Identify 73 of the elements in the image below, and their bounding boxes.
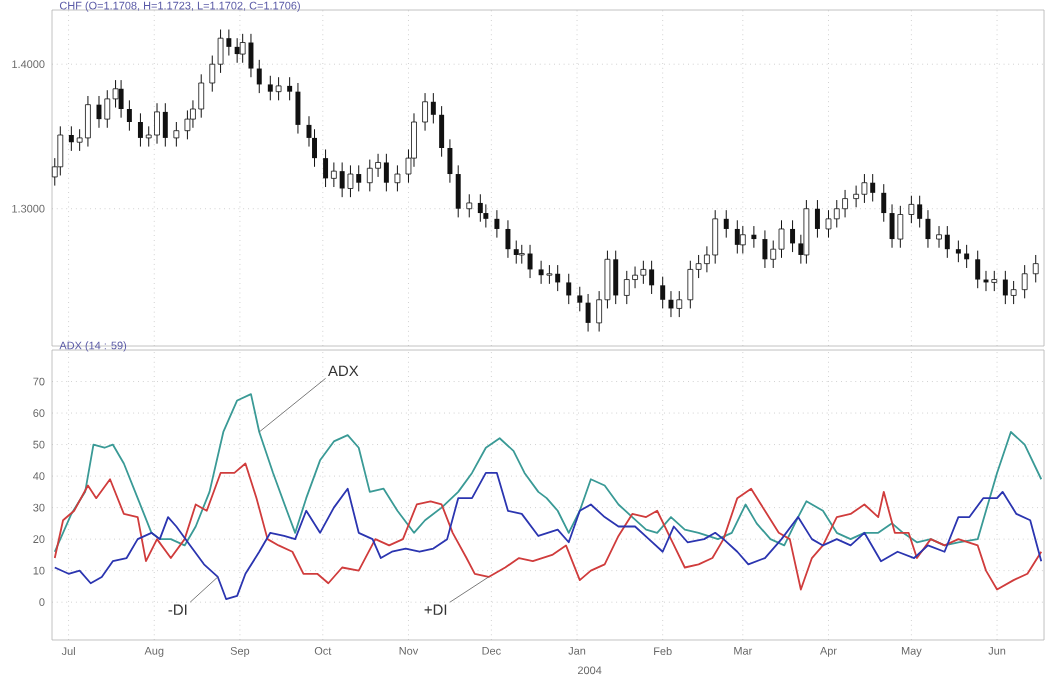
candlestick: [833, 199, 840, 229]
candlestick: [394, 164, 401, 192]
candlestick: [430, 92, 436, 124]
candlestick: [889, 203, 895, 249]
candlestick: [623, 270, 630, 305]
candlestick: [513, 240, 519, 265]
candlestick: [505, 219, 511, 259]
candlestick: [944, 225, 950, 259]
candlestick: [936, 225, 942, 249]
candlestick: [585, 293, 591, 333]
candlestick: [366, 159, 373, 192]
candlestick: [239, 33, 246, 64]
candlestick: [439, 105, 445, 158]
candlestick: [660, 276, 666, 309]
candlestick: [975, 250, 981, 289]
candlestick: [632, 266, 638, 289]
candlestick: [422, 92, 428, 132]
candlestick: [751, 225, 757, 249]
candlestick: [908, 195, 915, 224]
candlestick: [173, 121, 180, 148]
candlestick: [1021, 264, 1028, 299]
candlestick: [256, 59, 262, 94]
candlestick: [991, 270, 998, 292]
candlestick: [640, 260, 647, 285]
line-series: [53, 393, 1043, 553]
candlestick: [814, 199, 820, 239]
candlestick: [323, 148, 329, 188]
candlestick: [925, 209, 931, 249]
candlestick: [527, 244, 533, 279]
candlestick: [687, 260, 694, 309]
candlestick: [897, 205, 904, 249]
candlestick: [842, 189, 848, 218]
candlestick: [861, 173, 868, 204]
candlestick: [455, 164, 461, 218]
candlestick: [712, 209, 719, 265]
candlestick: [739, 225, 746, 255]
candlestick: [477, 193, 483, 223]
candlestick: [126, 99, 132, 132]
candlestick: [330, 161, 337, 188]
candlestick: [566, 273, 572, 305]
candlestick: [577, 286, 583, 312]
candlestick: [154, 102, 160, 145]
candlestick: [248, 33, 254, 78]
candlestick: [494, 209, 500, 239]
candlestick: [466, 193, 473, 218]
candlestick: [762, 229, 768, 269]
candlestick: [803, 199, 810, 265]
candlestick: [825, 209, 832, 239]
candlestick: [295, 82, 301, 135]
candlestick: [676, 290, 683, 318]
candlestick: [1010, 280, 1017, 305]
candlestick: [275, 76, 282, 101]
candlestick: [546, 264, 553, 285]
candlestick: [375, 153, 381, 178]
candlestick: [104, 89, 111, 129]
candlestick: [1032, 254, 1039, 283]
candlestick: [881, 183, 887, 223]
candlestick: [347, 164, 354, 198]
candlestick: [723, 209, 729, 239]
candlestick: [734, 219, 740, 255]
candlestick: [287, 76, 293, 101]
candlestick: [955, 240, 961, 263]
candlestick: [162, 102, 168, 148]
candlestick: [118, 79, 124, 119]
candlestick: [198, 73, 205, 119]
candlestick: [234, 37, 240, 64]
candlestick: [85, 95, 91, 148]
candlestick: [790, 219, 796, 253]
candlestick: [518, 244, 525, 265]
candlestick: [778, 219, 785, 259]
candlestick: [383, 153, 389, 192]
candlestick: [668, 290, 674, 318]
candlestick: [447, 138, 453, 184]
